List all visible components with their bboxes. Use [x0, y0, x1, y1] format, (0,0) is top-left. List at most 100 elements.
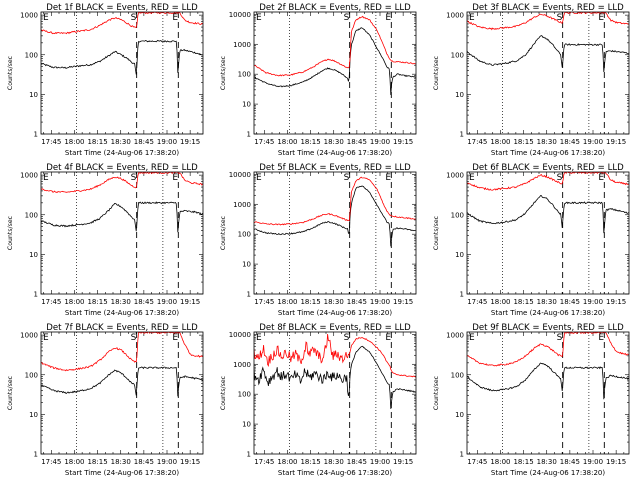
- marker-label: S: [131, 173, 137, 183]
- x-tick-label: 17:45: [41, 458, 61, 466]
- x-tick-label: 19:15: [180, 138, 200, 146]
- y-tick-label: 1000: [446, 332, 464, 340]
- x-axis-label: Start Time (24-Aug-06 17:38:20): [65, 309, 179, 317]
- y-tick-label: 10: [242, 101, 251, 109]
- x-axis-label: Start Time (24-Aug-06 17:38:20): [278, 149, 392, 157]
- y-tick-label: 1: [460, 291, 464, 299]
- y-axis-label: Counts/sec: [220, 215, 227, 250]
- x-tick-label: 19:00: [370, 138, 390, 146]
- y-axis-label: Counts/sec: [7, 55, 14, 90]
- marker-label: E: [598, 13, 604, 23]
- plot-frame: [40, 171, 204, 295]
- traces: [254, 176, 416, 247]
- panel-title: Det 7f BLACK = Events, RED = LLD: [46, 323, 198, 333]
- x-tick-label: 18:30: [111, 458, 131, 466]
- x-tick-label: 17:45: [254, 298, 274, 306]
- panel-title: Det 6f BLACK = Events, RED = LLD: [472, 163, 624, 173]
- marker-label: E: [172, 333, 178, 343]
- x-tick-label: 18:30: [111, 138, 131, 146]
- x-ticks: [469, 12, 625, 134]
- marker-label: E: [469, 333, 475, 343]
- marker-label: E: [385, 333, 391, 343]
- events-series-line: [254, 345, 416, 409]
- x-ticks: [256, 172, 412, 294]
- marker-label: E: [469, 173, 475, 183]
- marker-label: S: [131, 333, 137, 343]
- y-tick-label: 10: [455, 251, 464, 259]
- x-tick-label: 18:00: [277, 458, 297, 466]
- x-axis-label: Start Time (24-Aug-06 17:38:20): [65, 149, 179, 157]
- x-tick-label: 18:45: [560, 458, 580, 466]
- y-axis-label: Counts/sec: [220, 375, 227, 410]
- marker-label: E: [172, 13, 178, 23]
- x-tick-label: 18:45: [347, 458, 367, 466]
- y-tick-label: 1: [247, 291, 251, 299]
- marker-label: S: [344, 13, 350, 23]
- x-tick-label: 19:15: [180, 298, 200, 306]
- x-tick-label: 19:15: [180, 458, 200, 466]
- y-tick-label: 10000: [229, 171, 251, 179]
- x-tick-label: 18:15: [513, 298, 533, 306]
- y-axis-label: Counts/sec: [7, 375, 14, 410]
- x-axis-label: Start Time (24-Aug-06 17:38:20): [278, 469, 392, 477]
- x-tick-label: 19:15: [393, 298, 413, 306]
- x-ticks: [256, 12, 412, 134]
- x-tick-label: 18:15: [300, 138, 320, 146]
- panel-det-5: Det 5f BLACK = Events, RED = LLD Counts/s…: [220, 163, 417, 317]
- lld-series-line: [467, 12, 629, 31]
- x-tick-label: 18:15: [300, 458, 320, 466]
- plot-frame: [40, 11, 204, 135]
- events-series-line: [467, 362, 629, 400]
- panel-title: Det 1f BLACK = Events, RED = LLD: [46, 3, 198, 13]
- y-tick-label: 1000: [233, 201, 251, 209]
- marker-label: S: [557, 333, 563, 343]
- marker-label: E: [469, 13, 475, 23]
- panel-det-4: Det 4f BLACK = Events, RED = LLD Counts/s…: [7, 163, 204, 317]
- y-tick-label: 100: [238, 231, 251, 239]
- panel-title: Det 2f BLACK = Events, RED = LLD: [259, 3, 411, 13]
- events-series-line: [41, 366, 203, 397]
- x-tick-label: 19:00: [583, 138, 603, 146]
- y-tick-label: 1000: [446, 172, 464, 180]
- x-axis-label: Start Time (24-Aug-06 17:38:20): [491, 469, 605, 477]
- marker-label: E: [598, 173, 604, 183]
- plot-frame: [253, 171, 417, 295]
- y-axis-label: Counts/sec: [433, 375, 440, 410]
- marker-label: E: [43, 13, 49, 23]
- x-tick-label: 18:15: [87, 138, 107, 146]
- plot-frame: [466, 171, 630, 295]
- x-tick-label: 18:45: [560, 298, 580, 306]
- panel-det-1: Det 1f BLACK = Events, RED = LLD Counts/s…: [7, 3, 204, 157]
- marker-label: S: [557, 13, 563, 23]
- panel-det-6: Det 6f BLACK = Events, RED = LLD Counts/s…: [433, 163, 630, 317]
- x-tick-label: 19:00: [157, 458, 177, 466]
- x-tick-label: 18:30: [324, 298, 344, 306]
- x-tick-label: 18:45: [347, 138, 367, 146]
- x-tick-label: 17:45: [41, 138, 61, 146]
- x-tick-label: 17:45: [467, 138, 487, 146]
- x-tick-label: 17:45: [254, 138, 274, 146]
- y-tick-label: 1000: [233, 361, 251, 369]
- panel-title: Det 4f BLACK = Events, RED = LLD: [46, 163, 198, 173]
- plot-frame: [466, 11, 630, 135]
- marker-label: S: [344, 173, 350, 183]
- y-axis-label: Counts/sec: [433, 215, 440, 250]
- x-tick-label: 18:00: [490, 458, 510, 466]
- x-tick-label: 19:00: [370, 298, 390, 306]
- x-tick-label: 18:30: [324, 458, 344, 466]
- marker-label: E: [385, 173, 391, 183]
- y-tick-label: 10: [29, 251, 38, 259]
- y-tick-label: 1000: [20, 12, 38, 20]
- panel-det-2: Det 2f BLACK = Events, RED = LLD Counts/s…: [220, 3, 417, 157]
- x-tick-label: 18:00: [490, 138, 510, 146]
- x-ticks: [256, 332, 412, 454]
- y-axis-label: Counts/sec: [220, 55, 227, 90]
- x-tick-label: 18:15: [513, 458, 533, 466]
- marker-label: S: [557, 173, 563, 183]
- x-ticks: [43, 172, 199, 294]
- traces: [41, 12, 203, 75]
- x-tick-label: 18:00: [64, 298, 84, 306]
- y-axis-label: Counts/sec: [7, 215, 14, 250]
